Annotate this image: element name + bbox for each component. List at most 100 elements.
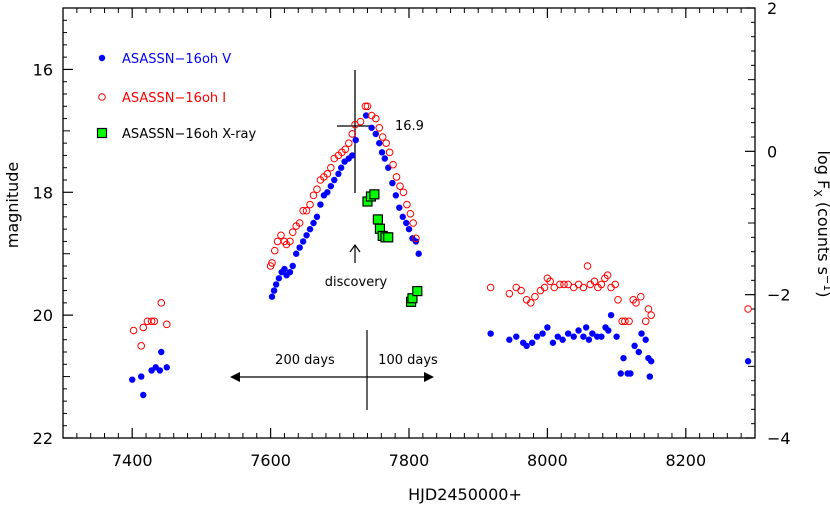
magnitude-point <box>362 112 370 119</box>
legend-marker-2 <box>96 127 108 139</box>
magnitude-point <box>344 139 353 147</box>
y-right-tick-label: 0 <box>767 142 777 161</box>
discovery-label: discovery <box>325 275 388 290</box>
magnitude-point <box>389 179 396 187</box>
x-tick-label: 8000 <box>527 451 568 470</box>
magnitude-point <box>517 286 525 295</box>
magnitude-point <box>607 311 615 319</box>
magnitude-point <box>286 237 294 246</box>
magnitude-point <box>614 295 622 304</box>
magnitude-point <box>598 333 605 340</box>
magnitude-point <box>361 102 370 111</box>
series-0 <box>129 112 752 399</box>
magnitude-point <box>337 164 345 171</box>
right-y-axis-label-main: log F <box>814 151 830 190</box>
magnitude-point <box>486 283 495 292</box>
series-1 <box>129 102 752 350</box>
y-right-tick-label: −2 <box>767 286 791 305</box>
magnitude-point <box>299 206 307 215</box>
magnitude-point <box>277 231 285 240</box>
magnitude-point <box>389 160 397 169</box>
magnitude-point <box>356 117 365 126</box>
magnitude-point <box>647 311 656 319</box>
peak-label: 16.9 <box>395 119 424 134</box>
y-left-tick-label: 18 <box>33 183 53 202</box>
magnitude-point <box>270 287 278 294</box>
magnitude-point <box>396 182 404 190</box>
magnitude-point <box>396 204 403 211</box>
magnitude-point <box>583 262 592 270</box>
magnitude-point <box>306 200 314 209</box>
magnitude-point <box>644 305 653 313</box>
magnitude-point <box>317 201 324 208</box>
magnitude-point <box>310 219 317 227</box>
right-y-axis-label-subscript: X <box>811 189 824 197</box>
magnitude-point <box>295 219 304 227</box>
magnitude-point <box>399 188 408 197</box>
magnitude-point <box>641 317 650 326</box>
magnitude-point <box>597 280 606 289</box>
magnitude-point <box>372 130 379 138</box>
magnitude-point <box>403 200 411 209</box>
magnitude-point <box>335 170 342 178</box>
magnitude-point <box>352 136 359 144</box>
x-tick-label: 8200 <box>665 451 706 470</box>
magnitude-point <box>620 354 627 362</box>
x-tick-label: 7800 <box>389 451 430 470</box>
magnitude-point <box>648 358 655 365</box>
magnitude-point <box>296 244 303 251</box>
series-2 <box>362 189 423 307</box>
span-arrow-right-head <box>424 372 434 382</box>
legend-label-2: ASASSN−16oh X-ray <box>122 127 257 142</box>
magnitude-point <box>549 339 557 346</box>
x-axis-ticks: 7400 7600 7800 8000 8200 <box>62 8 756 470</box>
magnitude-point <box>275 275 283 282</box>
magnitude-point <box>744 305 752 313</box>
magnitude-point <box>268 293 276 300</box>
magnitude-point <box>512 283 521 292</box>
magnitude-point <box>385 148 394 157</box>
magnitude-point <box>331 176 338 184</box>
span-arrow-left-head <box>230 372 240 382</box>
magnitude-point <box>341 145 350 154</box>
magnitude-point <box>313 213 321 221</box>
magnitude-point <box>637 292 645 301</box>
magnitude-point <box>385 164 392 171</box>
left-y-axis-ticks: 16 18 20 22 <box>33 19 73 448</box>
magnitude-point <box>150 317 159 326</box>
magnitude-point <box>147 317 156 326</box>
magnitude-point <box>505 289 514 298</box>
magnitude-point <box>603 271 612 280</box>
magnitude-point <box>348 130 357 138</box>
magnitude-point <box>642 336 649 343</box>
magnitude-point <box>560 280 568 289</box>
y-right-tick-label: 2 <box>767 0 777 18</box>
magnitude-point <box>523 342 530 350</box>
left-span-label: 200 days <box>275 353 335 368</box>
magnitude-point <box>140 391 147 399</box>
magnitude-point <box>137 342 145 350</box>
magnitude-point <box>590 277 599 286</box>
magnitude-point <box>531 292 539 301</box>
magnitude-point <box>575 327 582 334</box>
magnitude-point <box>554 333 561 340</box>
magnitude-point <box>288 228 297 237</box>
magnitude-point <box>163 320 171 329</box>
y-left-tick-label: 20 <box>33 306 53 325</box>
discovery-arrow-head <box>349 243 361 253</box>
magnitude-point <box>368 124 375 131</box>
magnitude-point <box>625 317 633 326</box>
magnitude-point <box>533 333 541 340</box>
legend-marker-1 <box>98 93 106 101</box>
magnitude-point <box>399 213 406 221</box>
magnitude-point <box>306 225 314 233</box>
magnitude-point <box>381 155 388 162</box>
magnitude-point <box>569 283 578 292</box>
magnitude-point <box>627 370 634 377</box>
magnitude-point <box>559 336 566 343</box>
right-y-axis-label-units: (counts s <box>814 197 830 275</box>
xray-point <box>412 285 423 297</box>
magnitude-point <box>327 182 335 190</box>
magnitude-point <box>268 259 276 267</box>
